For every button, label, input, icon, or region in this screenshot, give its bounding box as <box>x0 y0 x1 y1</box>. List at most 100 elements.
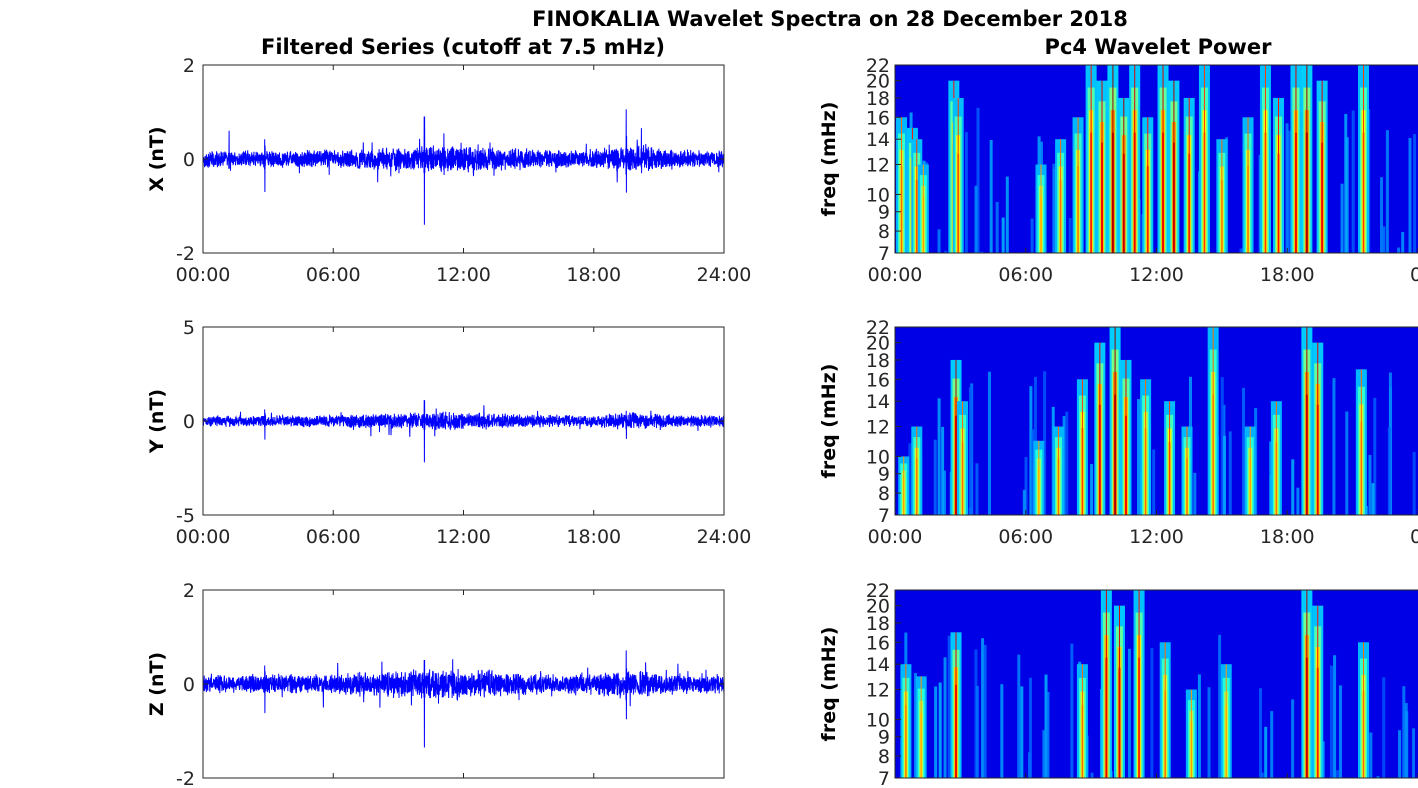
power-streak-faint <box>1193 472 1197 515</box>
y-tick-label: 16 <box>866 369 890 391</box>
power-streak-faint <box>1090 772 1094 778</box>
y-axis-label: Y (nT) <box>146 389 168 454</box>
power-streak-faint <box>1029 386 1033 515</box>
heatmap-background <box>895 65 1418 253</box>
power-streak-faint <box>1344 113 1348 253</box>
y-axis-label: freq (mHz) <box>818 627 840 742</box>
y-axis-label: Z (nT) <box>146 652 168 716</box>
power-streak-faint <box>1382 226 1386 253</box>
y-tick-label: 9 <box>878 202 890 224</box>
x-tick-label: 18:00 <box>1260 264 1315 286</box>
panels: -2 0 2 00:00 06:00 12:00 18:00 24:00 X (nT) -5 0 5 0… <box>146 55 1418 788</box>
power-streak-faint <box>1017 654 1021 778</box>
figure-title: FINOKALIA Wavelet Spectra on 28 December… <box>532 7 1128 31</box>
power-streak-faint <box>1065 411 1069 515</box>
y-tick-label: 0 <box>183 674 195 696</box>
power-streak-faint <box>1287 130 1291 253</box>
y-tick-label: 10 <box>866 446 890 468</box>
power-streak-faint <box>1398 730 1402 778</box>
y-tick-label: 12 <box>866 680 890 702</box>
power-streak-faint <box>1291 459 1295 515</box>
power-streak-faint <box>1333 655 1337 778</box>
power-streak-faint <box>1385 130 1389 253</box>
power-streak-faint <box>964 132 968 253</box>
power-streak-faint <box>943 657 947 778</box>
power-streak-faint <box>1218 634 1222 778</box>
power-streak-faint <box>944 250 948 253</box>
power-streak-faint <box>1412 452 1416 515</box>
x-tick-label: 18:00 <box>566 526 621 548</box>
power-streak-faint <box>933 439 937 515</box>
power-streak-faint <box>1402 686 1406 778</box>
y-axis-label: freq (mHz) <box>818 102 840 217</box>
y-tick-label: 2 <box>183 580 195 602</box>
y-tick-label: 18 <box>866 88 890 110</box>
x-tick-label: 00 <box>1410 526 1418 548</box>
y-tick-label: 5 <box>183 317 195 339</box>
axes-frame <box>894 326 1418 516</box>
power-streak-faint <box>1338 685 1342 778</box>
power-streak-faint <box>981 638 985 778</box>
y-tick-label: 22 <box>866 55 890 77</box>
y-axis-label: X (nT) <box>146 126 168 191</box>
power-streak-faint <box>938 682 942 778</box>
power-streak-faint <box>913 672 917 778</box>
power-streak-faint <box>1207 687 1211 778</box>
power-streak-faint <box>1242 387 1246 515</box>
power-streak-faint <box>1001 217 1005 253</box>
x-tick-label: 00:00 <box>868 526 923 548</box>
x-tick-label: 24:00 <box>697 264 752 286</box>
power-streak-faint <box>1150 647 1154 778</box>
x-tick-label: 18:00 <box>566 264 621 286</box>
power-streak-faint <box>1052 163 1056 253</box>
power-streak-faint <box>937 398 941 515</box>
y-tick-label: 18 <box>866 350 890 372</box>
power-streak-faint <box>1044 674 1048 778</box>
power-streak-faint <box>1223 435 1227 515</box>
power-streak-faint <box>1005 176 1009 253</box>
power-streak-faint <box>975 463 979 515</box>
power-streak-faint <box>983 644 987 778</box>
power-streak-faint <box>1022 489 1026 515</box>
y-tick-label: 10 <box>866 184 890 206</box>
power-streak-faint <box>1291 699 1295 778</box>
power-streak-faint <box>1259 688 1263 778</box>
power-streak-faint <box>1068 217 1072 253</box>
y-tick-label: -2 <box>176 243 195 265</box>
power-streak-faint <box>1413 134 1417 253</box>
y-tick-label: -2 <box>176 768 195 788</box>
x-tick-label: 12:00 <box>1129 526 1184 548</box>
power-streak-faint <box>1046 692 1050 778</box>
y-axis-label: freq (mHz) <box>818 364 840 479</box>
power-streak-faint <box>1380 177 1384 253</box>
y-tick-label: 14 <box>866 391 890 413</box>
power-streak-faint <box>908 443 912 515</box>
power-streak-faint <box>1296 487 1300 515</box>
power-streak-faint <box>1020 686 1024 778</box>
power-streak-faint <box>1197 674 1201 778</box>
power-streak-faint <box>980 251 984 253</box>
power-streak-faint <box>1090 464 1094 515</box>
x-tick-label: 00:00 <box>176 264 231 286</box>
power-streak-faint <box>974 185 978 253</box>
power-streak-faint <box>942 470 946 515</box>
power-streak-faint <box>934 686 938 778</box>
power-streak-faint <box>1368 454 1372 515</box>
y-tick-label: 8 <box>878 221 890 243</box>
power-streak-faint <box>1220 377 1224 515</box>
power-streak-faint <box>1412 728 1416 778</box>
power-streak-faint <box>1127 648 1131 778</box>
heatmap-background <box>895 327 1418 515</box>
power-streak-faint <box>1371 483 1375 515</box>
power-streak-faint <box>1408 138 1412 253</box>
y-tick-label: -5 <box>176 505 195 527</box>
y-tick-label: 0 <box>183 149 195 171</box>
power-streak-faint <box>941 426 945 515</box>
x-tick-label: 12:00 <box>436 526 491 548</box>
y-tick-label: 8 <box>878 483 890 505</box>
power-streak-faint <box>1382 677 1386 778</box>
x-tick-label: 12:00 <box>1129 264 1184 286</box>
